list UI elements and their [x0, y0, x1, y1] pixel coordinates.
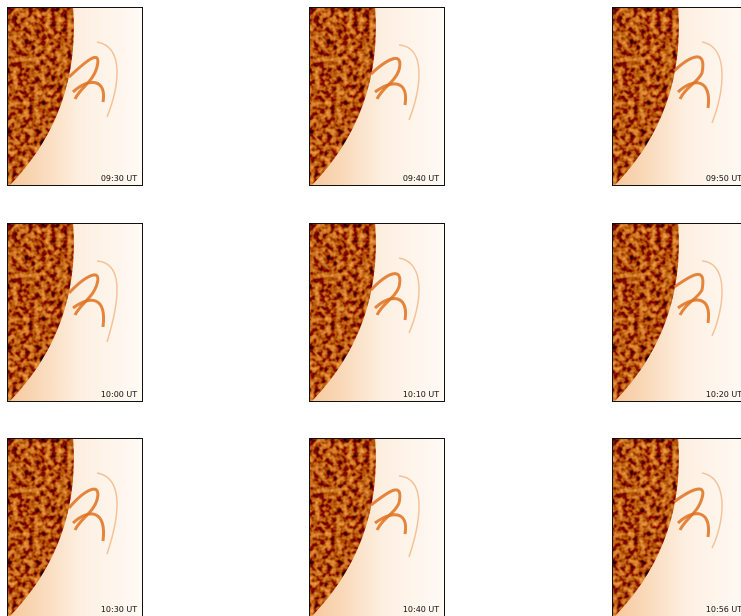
image-panel: 09:50 UT [612, 7, 741, 186]
image-panel: 10:56 UT [612, 438, 741, 616]
image-panel: 10:20 UT [612, 223, 741, 402]
timestamp: 10:20 UT [706, 390, 741, 399]
image-panel: 09:30 UT [7, 7, 143, 186]
figure: 09:30 UT 09:40 UT 09:50 UT 10:00 UT 10:10 UT… [0, 0, 741, 616]
image-panel: 10:30 UT [7, 438, 143, 616]
solar-image: 10:40 UT [309, 438, 445, 616]
timestamp: 09:30 UT [101, 174, 137, 183]
solar-image: 09:30 UT [7, 7, 143, 186]
solar-image: 10:30 UT [7, 438, 143, 616]
solar-image: 10:20 UT [612, 223, 741, 402]
image-panel: 09:40 UT [309, 7, 445, 186]
solar-image: 09:40 UT [309, 7, 445, 186]
image-panel: 10:00 UT [7, 223, 143, 402]
solar-image: 10:10 UT [309, 223, 445, 402]
timestamp: 09:40 UT [403, 174, 439, 183]
timestamp: 10:00 UT [101, 390, 137, 399]
solar-image: 10:56 UT [612, 438, 741, 616]
timestamp: 09:50 UT [706, 174, 741, 183]
timestamp: 10:56 UT [706, 605, 741, 614]
solar-image: 09:50 UT [612, 7, 741, 186]
timestamp: 10:40 UT [403, 605, 439, 614]
timestamp: 10:30 UT [101, 605, 137, 614]
solar-image: 10:00 UT [7, 223, 143, 402]
image-panel: 10:40 UT [309, 438, 445, 616]
timestamp: 10:10 UT [403, 390, 439, 399]
image-panel: 10:10 UT [309, 223, 445, 402]
